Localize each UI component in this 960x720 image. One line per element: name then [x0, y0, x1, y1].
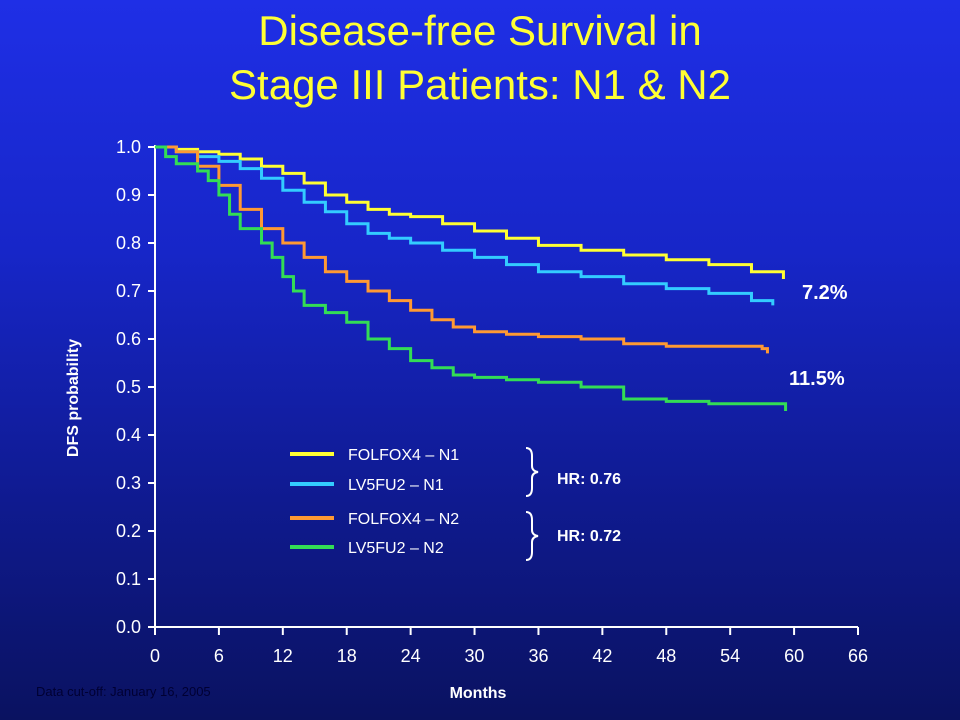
brace-n1 [525, 447, 539, 497]
legend-label-3: FOLFOX4 – N2 [348, 511, 459, 528]
chart-legend: FOLFOX4 – N1 LV5FU2 – N1 FOLFOX4 – N2 LV5FU… [290, 447, 459, 557]
x-tick-label: 66 [848, 646, 868, 666]
legend-label-2: LV5FU2 – N1 [348, 477, 444, 494]
x-tick-label: 30 [465, 646, 485, 666]
y-axis-ticks: 0.0 0.1 0.2 0.3 0.4 0.5 0.6 0.7 0.8 0.9 1.0 [116, 137, 155, 637]
x-tick-label: 48 [656, 646, 676, 666]
x-tick-label: 42 [592, 646, 612, 666]
hr-n1-label: HR: 0.76 [557, 471, 621, 488]
hr-n2-label: HR: 0.72 [557, 528, 621, 545]
y-tick-label: 0.9 [116, 185, 141, 205]
y-tick-label: 0.2 [116, 521, 141, 541]
x-tick-label: 60 [784, 646, 804, 666]
y-tick-label: 0.3 [116, 473, 141, 493]
x-axis-label: Months [450, 685, 507, 702]
x-tick-label: 0 [150, 646, 160, 666]
y-tick-label: 0.6 [116, 329, 141, 349]
title-line-2: Stage III Patients: N1 & N2 [229, 61, 731, 108]
legend-label-4: LV5FU2 – N2 [348, 540, 444, 557]
brace-n2 [525, 511, 539, 561]
x-tick-label: 12 [273, 646, 293, 666]
series-line-1 [155, 145, 785, 279]
series-line-4 [155, 145, 788, 411]
x-tick-label: 18 [337, 646, 357, 666]
y-tick-label: 0.0 [116, 617, 141, 637]
survival-curves [155, 145, 788, 411]
series-line-3 [155, 145, 769, 354]
x-tick-label: 6 [214, 646, 224, 666]
legend-label-1: FOLFOX4 – N1 [348, 447, 459, 464]
data-cutoff-footnote: Data cut-off: January 16, 2005 [36, 684, 211, 699]
title-line-1: Disease-free Survival in [258, 7, 702, 54]
x-tick-label: 36 [528, 646, 548, 666]
y-tick-label: 0.8 [116, 233, 141, 253]
y-tick-label: 0.5 [116, 377, 141, 397]
x-axis-ticks: 0 6 12 18 24 30 36 42 48 54 60 66 [150, 627, 868, 666]
y-tick-label: 0.4 [116, 425, 141, 445]
series-line-2 [155, 145, 775, 306]
x-tick-label: 54 [720, 646, 740, 666]
slide-title: Disease-free Survival in Stage III Patie… [0, 4, 960, 112]
y-axis-label: DFS probability [65, 339, 82, 457]
y-tick-label: 0.1 [116, 569, 141, 589]
y-tick-label: 0.7 [116, 281, 141, 301]
x-tick-label: 24 [401, 646, 421, 666]
difference-n2-label: 11.5% [789, 368, 845, 390]
difference-n1-label: 7.2% [802, 282, 848, 304]
y-tick-label: 1.0 [116, 137, 141, 157]
